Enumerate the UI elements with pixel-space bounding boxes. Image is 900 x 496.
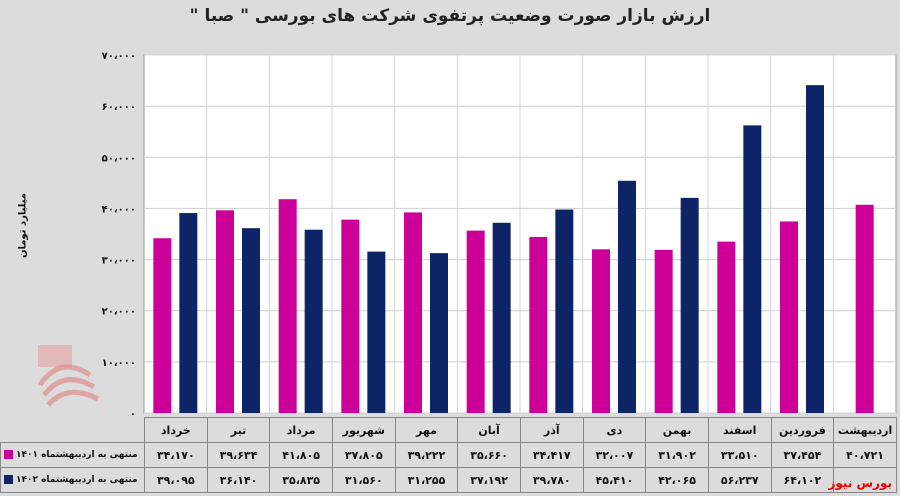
data-label: ۳۹،۰۹۵ — [144, 467, 208, 493]
data-label: ۴۲،۰۶۵ — [645, 467, 709, 493]
chart-title: ارزش بازار صورت وضعیت پرتفوی شرکت های بو… — [189, 6, 711, 26]
bar-chart: ۰ ۱۰،۰۰۰ ۲۰،۰۰۰ ۳۰،۰۰۰ ۴۰،۰۰۰ ۵۰،۰۰۰ ۶۰،۰۰۰ ۷۰،… — [102, 51, 897, 420]
category-label: مرداد — [269, 417, 333, 443]
source-label: بورس نیوز — [828, 476, 892, 490]
bar-1402 — [492, 222, 511, 413]
data-label: ۳۱،۲۵۵ — [394, 467, 459, 493]
data-label: ۵۶،۲۳۷ — [707, 467, 772, 493]
bar-1402 — [743, 125, 762, 414]
data-label: ۳۳،۵۱۰ — [707, 442, 772, 468]
bar-1402 — [555, 209, 574, 413]
table-row-series-1402: منتهی به اردیبهشتماه ۱۴۰۲ ۳۹،۰۹۵ ۳۶،۱۴۰ ۳۵،… — [0, 467, 897, 493]
category-label: خرداد — [144, 417, 208, 443]
data-label: ۳۷،۸۰۵ — [331, 442, 396, 468]
data-label: ۳۴،۴۱۷ — [519, 442, 584, 468]
legend-entry: منتهی به اردیبهشتماه ۱۴۰۱ — [0, 442, 145, 468]
bar-1401 — [717, 241, 736, 413]
data-label: ۳۴،۱۷۰ — [144, 442, 208, 468]
y-tick-label: ۵۰،۰۰۰ — [102, 153, 136, 164]
data-label: ۳۹،۶۳۴ — [206, 442, 271, 468]
table-row-series-1401: منتهی به اردیبهشتماه ۱۴۰۱ ۳۴،۱۷۰ ۳۹،۶۳۴ ۴۱،… — [0, 442, 897, 468]
bar-1402 — [430, 253, 448, 413]
bar-1402 — [367, 251, 386, 413]
data-label: ۳۶،۱۴۰ — [206, 467, 271, 493]
category-label: مهر — [394, 417, 459, 443]
category-label: بهمن — [645, 417, 709, 443]
bar-1402 — [680, 197, 699, 413]
data-label: ۳۱،۵۶۰ — [331, 467, 396, 493]
y-tick-label: ۷۰،۰۰۰ — [102, 51, 136, 62]
category-label: آبان — [457, 417, 521, 443]
legend-swatch — [4, 475, 13, 485]
y-tick-label: ۲۰،۰۰۰ — [102, 307, 136, 318]
bar-1401 — [780, 221, 798, 413]
category-label: شهریور — [331, 417, 396, 443]
bar-1401 — [341, 219, 360, 413]
data-label: ۳۱،۹۰۲ — [645, 442, 709, 468]
data-label: ۳۹،۲۲۲ — [394, 442, 459, 468]
data-label: ۴۱،۸۰۵ — [269, 442, 333, 468]
bar-1402 — [618, 180, 636, 413]
y-tick-label: ۳۰،۰۰۰ — [102, 256, 136, 267]
bar-1401 — [654, 249, 673, 413]
data-label: ۳۷،۱۹۲ — [457, 467, 521, 493]
y-tick-label: ۰ — [130, 409, 136, 420]
watermark-logo — [37, 345, 100, 407]
data-label: ۴۵،۴۱۰ — [582, 467, 647, 493]
table-corner — [1, 418, 145, 443]
bar-1401 — [153, 238, 172, 413]
bar-1401 — [216, 210, 234, 413]
data-label: ۳۵،۸۳۵ — [269, 467, 333, 493]
category-label: تیر — [206, 417, 271, 443]
legend-label: منتهی به اردیبهشتماه ۱۴۰۱ — [16, 449, 138, 460]
bar-1401 — [278, 199, 297, 413]
y-tick-label: ۶۰،۰۰۰ — [102, 102, 136, 113]
data-table: خرداد تیر مرداد شهریور مهر آبان آذر دی بهمن اسفند… — [0, 417, 897, 493]
category-label: اردیبهشت — [833, 417, 897, 443]
legend-entry: منتهی به اردیبهشتماه ۱۴۰۲ — [0, 467, 145, 493]
category-label: اسفند — [707, 417, 772, 443]
bar-1402 — [806, 85, 824, 413]
data-label: ۶۴،۱۰۲ — [770, 467, 835, 493]
legend-swatch — [4, 450, 13, 460]
category-label: آذر — [519, 417, 584, 443]
data-label: ۴۰،۷۲۱ — [833, 442, 897, 468]
data-label: ۳۷،۴۵۴ — [770, 442, 835, 468]
bar-1401 — [855, 204, 874, 413]
data-label — [833, 467, 897, 493]
y-tick-label: ۱۰،۰۰۰ — [102, 358, 136, 369]
legend-label: منتهی به اردیبهشتماه ۱۴۰۲ — [16, 474, 138, 485]
category-label: فروردین — [770, 417, 835, 443]
bar-1401 — [466, 230, 485, 413]
bar-1401 — [404, 212, 422, 413]
bar-1401 — [592, 249, 610, 413]
bar-1402 — [242, 228, 260, 413]
y-tick-label: ۴۰،۰۰۰ — [102, 204, 136, 215]
data-label: ۳۹،۷۸۰ — [519, 467, 584, 493]
data-label: ۳۲،۰۰۷ — [582, 442, 647, 468]
category-label: دی — [582, 417, 647, 443]
bar-1402 — [179, 213, 198, 413]
table-row-categories: خرداد تیر مرداد شهریور مهر آبان آذر دی بهمن اسفند… — [1, 417, 897, 443]
bar-1401 — [529, 236, 548, 413]
bar-1402 — [304, 229, 323, 413]
data-label: ۳۵،۶۶۰ — [457, 442, 521, 468]
